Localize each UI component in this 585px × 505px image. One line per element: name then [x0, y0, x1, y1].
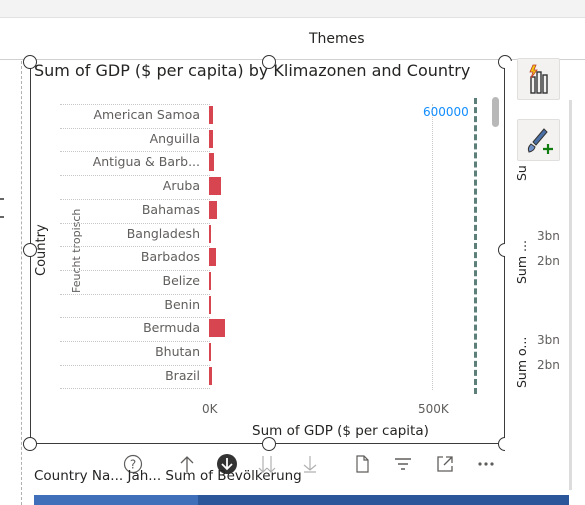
- category-label: Bhutan: [155, 344, 200, 359]
- resize-handle-bottom[interactable]: [262, 437, 276, 451]
- paintbrush-icon: [518, 120, 561, 162]
- bar[interactable]: [209, 177, 221, 195]
- category-label: Bahamas: [142, 202, 200, 217]
- axis-title-vertical: Su: [514, 165, 529, 181]
- build-visual-icon: [518, 59, 561, 101]
- reference-line-label: 600000: [423, 105, 469, 119]
- axis-value-label: 3bn: [537, 229, 560, 243]
- visual-scrollbar[interactable]: [492, 97, 499, 127]
- row-separator: [60, 294, 210, 295]
- bar[interactable]: [209, 153, 214, 171]
- row-separator: [60, 246, 210, 247]
- x-tick-label: 0K: [202, 402, 218, 416]
- canvas-divider: [21, 61, 22, 505]
- resize-handle-bottom-left[interactable]: [23, 437, 37, 451]
- category-label: Bangladesh: [127, 226, 200, 241]
- y-axis-title: Country: [34, 224, 49, 276]
- themes-tab[interactable]: Themes: [309, 31, 365, 47]
- category-label: Anguilla: [150, 131, 200, 146]
- ribbon: Themes: [0, 18, 585, 60]
- row-separator: [60, 128, 210, 129]
- bar[interactable]: [209, 248, 216, 266]
- row-separator: [60, 365, 210, 366]
- bar[interactable]: [209, 367, 212, 385]
- category-label: Brazil: [165, 368, 200, 383]
- bar[interactable]: [209, 201, 217, 219]
- page-scrollbar[interactable]: [569, 100, 572, 490]
- row-separator: [60, 388, 210, 389]
- bar[interactable]: [209, 225, 211, 243]
- bar[interactable]: [209, 272, 211, 290]
- row-separator: [60, 341, 210, 342]
- row-separator: [60, 223, 210, 224]
- field-well-text[interactable]: Country Na... Jah... Sum of Bevölkerung: [34, 468, 354, 490]
- filter-icon[interactable]: [391, 452, 415, 476]
- collapse-handle[interactable]: [0, 198, 4, 218]
- resize-handle-top[interactable]: [262, 55, 276, 69]
- visual-title: Sum of GDP ($ per capita) by Klimazonen …: [34, 61, 470, 80]
- row-separator: [60, 270, 210, 271]
- row-separator: [60, 199, 210, 200]
- row-separator: [60, 151, 210, 152]
- x-axis-title: Sum of GDP ($ per capita): [252, 423, 429, 439]
- more-options-icon[interactable]: [474, 452, 498, 476]
- bottom-strip-left: [34, 495, 198, 505]
- canvas-left-margin: [0, 61, 26, 505]
- group-label: Feucht tropisch: [70, 209, 83, 293]
- category-label: Belize: [163, 273, 200, 288]
- row-separator: [60, 317, 210, 318]
- category-label: Barbados: [141, 249, 200, 264]
- row-separator: [60, 104, 210, 105]
- bar[interactable]: [209, 130, 213, 148]
- axis-title-vertical: Sum o...: [514, 337, 529, 388]
- category-label: Bermuda: [143, 320, 200, 335]
- x-tick-label: 500K: [418, 402, 449, 416]
- bar[interactable]: [209, 343, 211, 361]
- top-bar: [0, 0, 585, 18]
- axis-value-label: 2bn: [537, 254, 560, 268]
- resize-handle-top-left[interactable]: [23, 55, 37, 69]
- bar[interactable]: [209, 106, 213, 124]
- row-separator: [60, 175, 210, 176]
- bar[interactable]: [209, 296, 211, 314]
- category-label: Benin: [164, 297, 200, 312]
- gridline-vertical: [432, 104, 433, 390]
- category-label: American Samoa: [93, 107, 200, 122]
- bar[interactable]: [209, 319, 225, 337]
- category-label: Aruba: [163, 178, 200, 193]
- focus-mode-icon[interactable]: [433, 452, 457, 476]
- axis-title-vertical: Sum ...: [514, 240, 529, 284]
- axis-value-label: 3bn: [537, 333, 560, 347]
- build-visual-button[interactable]: [517, 58, 560, 100]
- reference-line: [474, 98, 477, 394]
- category-label: Antigua & Barb...: [93, 154, 200, 169]
- format-visual-button[interactable]: [517, 119, 560, 161]
- axis-value-label: 2bn: [537, 358, 560, 372]
